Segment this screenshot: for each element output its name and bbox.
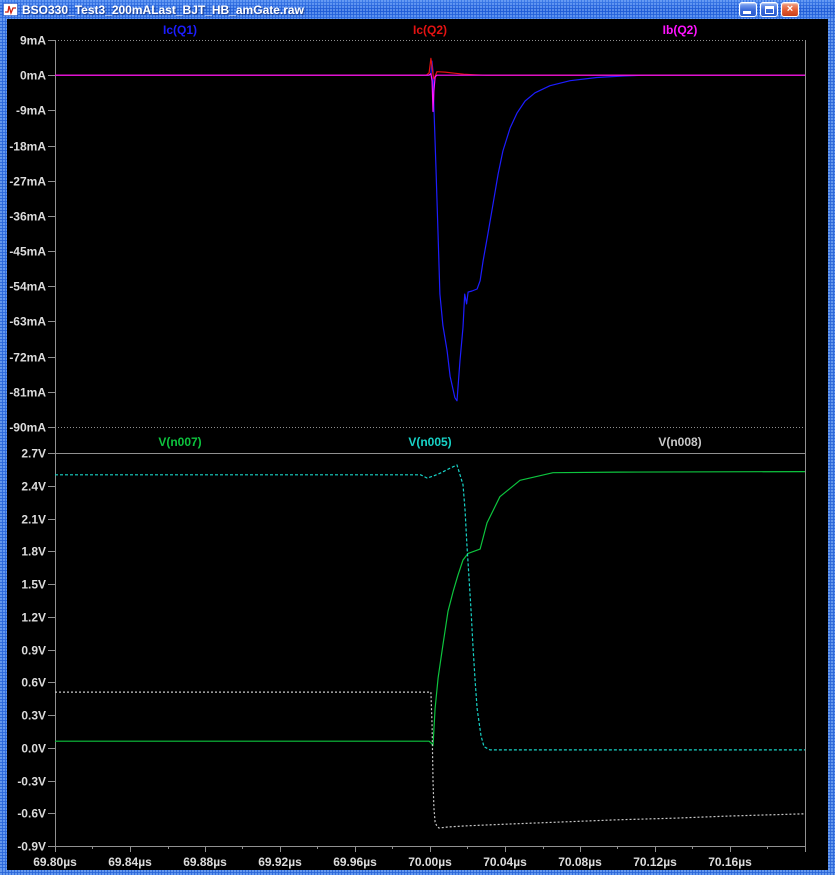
x-tick-label: 70.16µs [708, 855, 752, 869]
x-tick-label: 69.80µs [33, 855, 77, 869]
y-tick-label-voltages: 1.5V [21, 578, 46, 592]
legend-ic-q1: Ic(Q1) [163, 23, 197, 37]
waveform-canvas[interactable]: 9mA 0mA -9mA -18mA -27mA -36mA -45mA -54mA -63mA… [7, 19, 828, 870]
x-tick-label: 70.00µs [408, 855, 452, 869]
y-tick-label-currents: -90mA [9, 421, 46, 435]
trace-v-n005[interactable] [55, 464, 805, 751]
y-tick-label-currents: 0mA [20, 69, 46, 83]
x-tick-label: 69.88µs [183, 855, 227, 869]
minimize-icon [743, 11, 751, 14]
y-tick-label-voltages: 2.1V [21, 513, 46, 527]
y-tick-label-voltages: -0.3V [17, 775, 46, 789]
close-icon: × [786, 3, 794, 15]
trace-ic-q1[interactable] [55, 60, 805, 402]
y-tick-label-voltages: 0.3V [21, 709, 46, 723]
y-tick-label-currents: 9mA [20, 34, 46, 48]
x-tick-label: 70.12µs [633, 855, 677, 869]
window-controls: × [739, 2, 799, 17]
legend-v-n005: V(n005) [408, 435, 451, 449]
waveform-plot-area[interactable]: 9mA 0mA -9mA -18mA -27mA -36mA -45mA -54mA -63mA… [7, 19, 828, 870]
y-tick-label-voltages: 0.6V [21, 676, 46, 690]
y-tick-label-currents: -9mA [16, 104, 46, 118]
y-tick-label-voltages: 1.8V [21, 545, 46, 559]
maximize-icon [764, 5, 774, 14]
y-tick-label-voltages: -0.9V [17, 840, 46, 854]
trace-v-n008[interactable] [55, 691, 806, 829]
window-border-bottom [0, 870, 835, 875]
y-tick-label-voltages: 2.4V [21, 480, 46, 494]
maximize-button[interactable] [760, 2, 778, 17]
x-tick-label: 70.08µs [558, 855, 602, 869]
y-tick-label-currents: -45mA [9, 245, 46, 259]
window-border-left [0, 19, 7, 875]
y-tick-label-currents: -72mA [9, 351, 46, 365]
y-tick-label-voltages: -0.6V [17, 807, 46, 821]
trace-v-n007[interactable] [55, 471, 806, 747]
legend-ib-q2: Ib(Q2) [663, 23, 698, 37]
y-tick-label-voltages: 1.2V [21, 611, 46, 625]
y-tick-label-voltages: 2.7V [21, 447, 46, 461]
legend-ic-q2: Ic(Q2) [413, 23, 447, 37]
x-tick-label: 69.96µs [333, 855, 377, 869]
x-tick-label: 69.84µs [108, 855, 152, 869]
y-tick-label-voltages: 0.0V [21, 742, 46, 756]
y-tick-label-currents: -54mA [9, 280, 46, 294]
minimize-button[interactable] [739, 2, 757, 17]
app-waveform-icon [3, 3, 18, 16]
window-title: BSO330_Test3_200mALast_BJT_HB_amGate.raw [22, 2, 304, 17]
close-button[interactable]: × [781, 2, 799, 17]
y-tick-label-currents: -18mA [9, 140, 46, 154]
x-tick-label: 70.04µs [483, 855, 527, 869]
y-tick-label-currents: -81mA [9, 386, 46, 400]
y-tick-label-currents: -36mA [9, 210, 46, 224]
y-tick-label-voltages: 0.9V [21, 644, 46, 658]
title-bar[interactable]: BSO330_Test3_200mALast_BJT_HB_amGate.raw… [0, 0, 835, 19]
y-tick-label-currents: -63mA [9, 315, 46, 329]
legend-v-n008: V(n008) [658, 435, 701, 449]
legend-v-n007: V(n007) [158, 435, 201, 449]
trace-ib-q2[interactable] [55, 72, 805, 113]
y-tick-label-currents: -27mA [9, 175, 46, 189]
x-tick-label: 69.92µs [258, 855, 302, 869]
window-border-right [828, 19, 835, 875]
